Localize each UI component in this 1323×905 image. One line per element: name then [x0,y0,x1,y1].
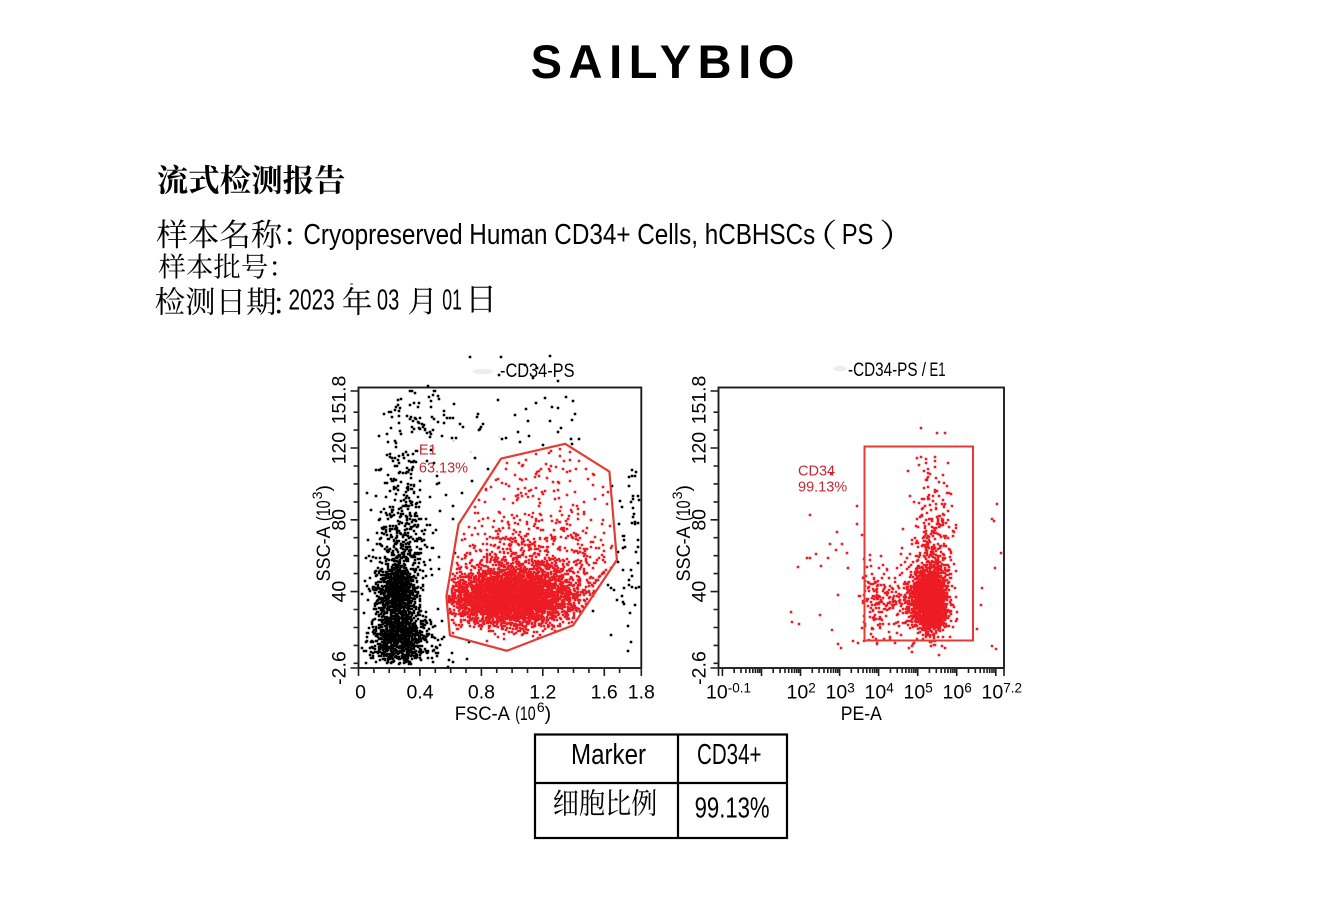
svg-text:1.8: 1.8 [628,682,655,704]
svg-text:40: 40 [689,581,711,603]
svg-text:03: 03 [377,284,399,316]
svg-text:6: 6 [537,699,545,715]
svg-text:CD34: CD34 [798,463,835,479]
svg-text:151.8: 151.8 [329,376,351,425]
svg-text:1.6: 1.6 [591,682,618,704]
svg-text:63.13%: 63.13% [419,461,468,477]
svg-text:-CD34-PS: -CD34-PS [500,360,575,382]
svg-text:SAILYBIO: SAILYBIO [531,35,801,88]
svg-text:SSC-A: SSC-A [673,526,695,581]
svg-text:(10: (10 [515,703,536,725]
svg-text:(10: (10 [313,500,335,521]
svg-text:0: 0 [355,682,366,704]
svg-text:3: 3 [669,491,685,499]
svg-text:80: 80 [689,509,711,531]
svg-text:E1: E1 [930,359,946,381]
svg-text:-2.6: -2.6 [329,651,351,685]
svg-text:01: 01 [442,284,462,316]
svg-text:SSC-A: SSC-A [313,526,335,581]
svg-text:PE-A: PE-A [841,703,882,725]
svg-text:0.4: 0.4 [406,682,433,704]
svg-text:99.13%: 99.13% [695,793,770,825]
svg-text:120: 120 [689,432,711,465]
svg-text:Marker: Marker [571,739,646,771]
svg-text:(10: (10 [673,500,695,521]
svg-text:2023: 2023 [289,284,335,316]
svg-text:99.13%: 99.13% [798,480,847,496]
svg-text:-2.6: -2.6 [689,651,711,685]
svg-text:40: 40 [329,581,351,603]
svg-text:0.8: 0.8 [468,682,495,704]
svg-text:3: 3 [309,491,325,499]
svg-text:151.8: 151.8 [689,376,711,425]
svg-text:): ) [313,485,335,492]
svg-text:FSC-A: FSC-A [455,703,510,725]
svg-text:): ) [545,703,552,725]
svg-text:PS: PS [842,219,874,251]
svg-text:1.2: 1.2 [529,682,556,704]
svg-text:80: 80 [329,509,351,531]
svg-text:CD34+: CD34+ [697,739,762,771]
svg-text:120: 120 [329,432,351,465]
svg-text:-CD34-PS /: -CD34-PS / [848,359,926,381]
svg-text:E1: E1 [419,442,437,458]
svg-text:Cryopreserved Human CD34+ Cell: Cryopreserved Human CD34+ Cells, hCBHSCs [303,219,815,251]
svg-text:): ) [673,485,695,492]
